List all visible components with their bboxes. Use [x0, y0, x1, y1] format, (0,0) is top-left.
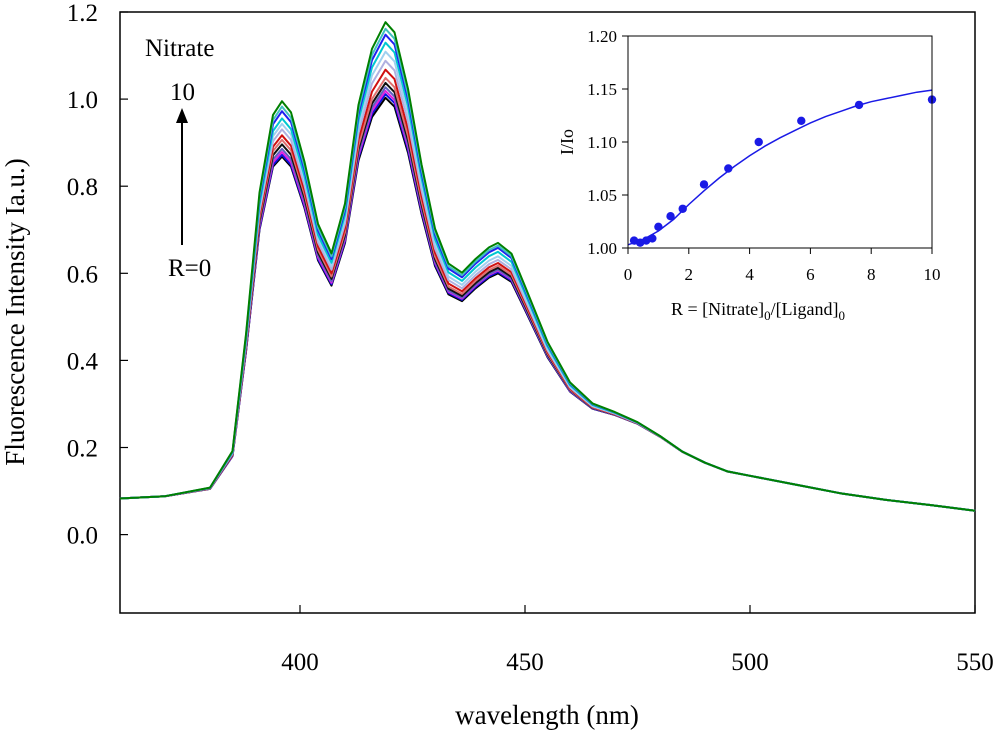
main-y-tick-label: 0.2	[67, 436, 98, 463]
main-y-tick-label: 0.6	[67, 261, 98, 288]
inset-data-point	[699, 180, 709, 189]
inset-x-tick-label: 10	[924, 265, 941, 284]
main-y-tick-label: 0.8	[67, 174, 98, 201]
main-series	[119, 21, 976, 512]
inset-y-axis-title: I/Io	[557, 129, 577, 155]
inset-x-tick-label: 2	[685, 265, 694, 284]
main-plot-frame	[119, 11, 976, 614]
inset-data-point	[666, 212, 675, 221]
main-y-axis-title: Fluorescence Intensity Ia.u.)	[0, 158, 30, 465]
inset-ticks	[622, 35, 933, 254]
main-x-tick-label: 500	[731, 649, 769, 676]
inset-y-tick-label: 1.15	[587, 80, 617, 99]
inset-fit	[627, 89, 933, 246]
arrow-bottom-label: R=0	[168, 255, 211, 282]
main-y-tick-label: 1.2	[67, 0, 98, 27]
main-y-tick-label: 0.0	[67, 523, 98, 550]
inset-data-point	[854, 100, 864, 110]
inset-background	[628, 36, 932, 248]
inset-x-tick-label: 0	[624, 265, 633, 284]
main-y-tick-label: 0.4	[67, 348, 99, 375]
inset-y-tick-label: 1.20	[587, 27, 617, 46]
inset-x-axis-title: R = [Nitrate]0/[Ligand]0	[671, 299, 845, 323]
inset-data-point	[678, 204, 687, 213]
inset-tick-labels: 0 2 4 6 8 10 1.00 1.05 1.10 1.15 1.20	[587, 27, 940, 284]
inset-data-point	[724, 164, 733, 173]
inset-points	[629, 95, 937, 247]
main-y-tick-label: 1.0	[67, 87, 98, 114]
series-name-annotation: Nitrate	[145, 35, 214, 62]
main-x-axis-title: wavelength (nm)	[455, 700, 639, 730]
spectrum-line	[119, 21, 976, 512]
inset-y-tick-label: 1.10	[587, 133, 617, 152]
inset-y-tick-label: 1.00	[587, 239, 617, 258]
main-x-tick-label: 550	[956, 649, 994, 676]
inset-chart: 0 2 4 6 8 10 1.00 1.05 1.10 1.15 1.20 R = [Nitrate…	[557, 27, 941, 323]
inset-plot-frame	[627, 35, 933, 249]
inset-data-point	[754, 137, 763, 147]
inset-y-tick-label: 1.05	[587, 186, 617, 205]
inset-x-tick-label: 6	[806, 265, 815, 284]
main-ticks	[120, 11, 976, 613]
inset-data-point	[797, 116, 806, 126]
arrow-top-label: 10	[170, 79, 195, 106]
increase-arrow-head	[176, 108, 188, 123]
inset-data-point	[648, 234, 657, 243]
main-x-tick-label: 450	[506, 649, 544, 676]
inset-data-point	[654, 222, 663, 231]
inset-x-tick-label: 4	[745, 265, 754, 284]
inset-x-tick-label: 8	[867, 265, 876, 284]
main-tick-labels: 400 450 500 550 0.0 0.2 0.4 0.6 0.8 1.0 1.2	[67, 0, 994, 676]
inset-fit-line	[627, 89, 933, 246]
main-x-tick-label: 400	[281, 649, 319, 676]
